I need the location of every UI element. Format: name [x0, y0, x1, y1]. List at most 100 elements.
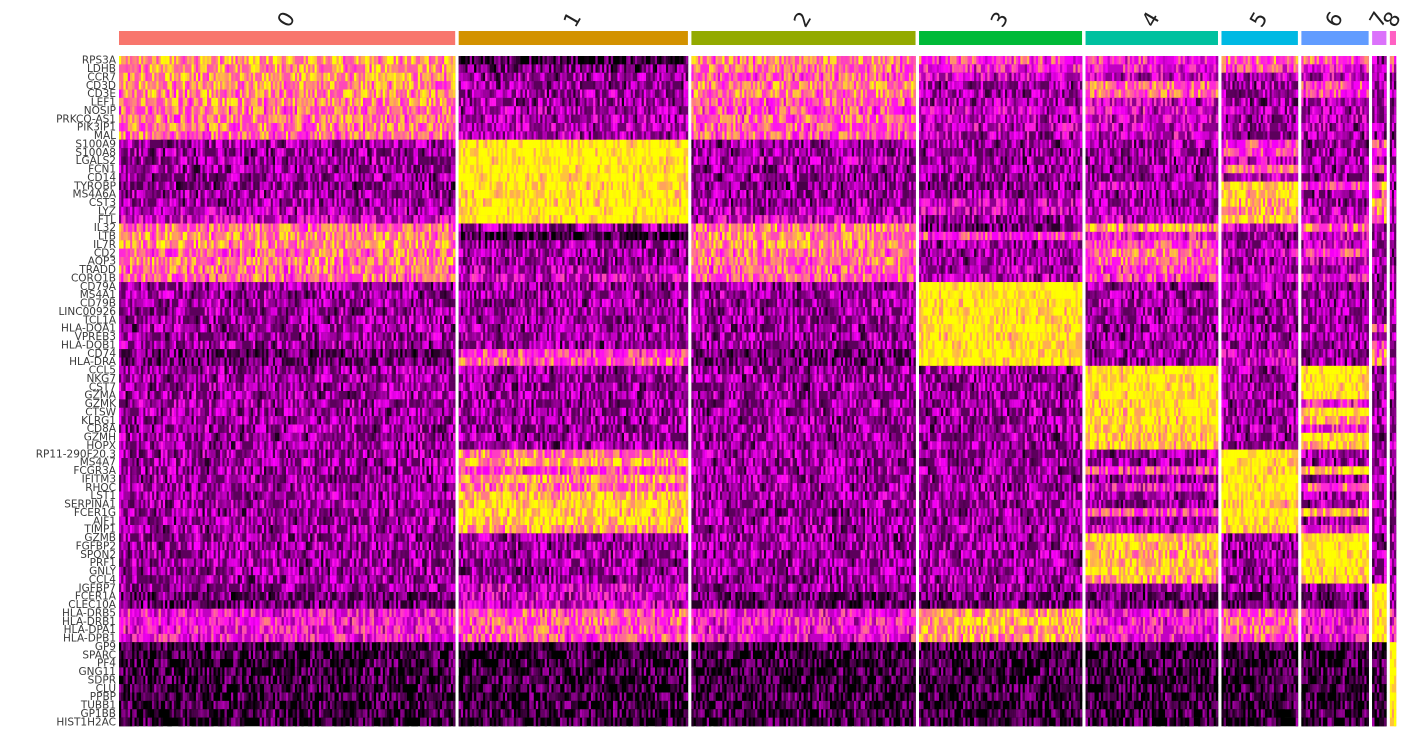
heatmap-cell	[220, 408, 222, 417]
heatmap-cell	[224, 240, 226, 249]
heatmap-cell	[207, 249, 209, 258]
heatmap-cell	[304, 307, 306, 316]
heatmap-cell	[319, 399, 321, 408]
heatmap-cell	[385, 366, 387, 375]
heatmap-cell	[370, 249, 372, 258]
heatmap-cell	[196, 157, 198, 166]
heatmap-cell	[348, 73, 350, 82]
heatmap-cell	[306, 291, 308, 300]
heatmap-cell	[431, 366, 433, 375]
heatmap-cell	[268, 106, 270, 115]
heatmap-cell	[422, 341, 424, 350]
heatmap-cell	[295, 291, 297, 300]
heatmap-cell	[339, 64, 341, 73]
heatmap-cell	[304, 257, 306, 266]
heatmap-cell	[323, 56, 325, 65]
heatmap-cell	[242, 307, 244, 316]
heatmap-cell	[279, 249, 281, 258]
heatmap-cell	[442, 56, 444, 65]
heatmap-cell	[216, 215, 218, 224]
heatmap-cell	[185, 240, 187, 249]
heatmap-cell	[433, 391, 435, 400]
heatmap-cell	[255, 316, 257, 325]
heatmap-cell	[416, 366, 418, 375]
heatmap-cell	[211, 299, 213, 308]
heatmap-cell	[348, 98, 350, 107]
heatmap-cell	[435, 73, 437, 82]
heatmap-cell	[134, 90, 136, 99]
heatmap-cell	[205, 165, 207, 174]
heatmap-cell	[143, 215, 145, 224]
cluster-label-2: 2	[789, 8, 816, 32]
heatmap-cell	[192, 106, 194, 115]
heatmap-cell	[293, 173, 295, 182]
heatmap-cell	[383, 316, 385, 325]
heatmap-cell	[128, 307, 130, 316]
heatmap-cell	[205, 207, 207, 216]
heatmap-cell	[205, 123, 207, 132]
heatmap-cell	[209, 115, 211, 124]
heatmap-cell	[255, 115, 257, 124]
heatmap-cell	[251, 173, 253, 182]
heatmap-cell	[220, 358, 222, 367]
heatmap-cell	[453, 232, 455, 241]
heatmap-cell	[255, 73, 257, 82]
heatmap-cell	[229, 207, 231, 216]
heatmap-cell	[312, 341, 314, 350]
heatmap-cell	[192, 265, 194, 274]
heatmap-cell	[187, 399, 189, 408]
heatmap-cell	[139, 291, 141, 300]
heatmap-cell	[216, 249, 218, 258]
heatmap-cell	[317, 291, 319, 300]
heatmap-cell	[288, 257, 290, 266]
heatmap-cell	[372, 265, 374, 274]
heatmap-cell	[391, 148, 393, 157]
heatmap-cell	[352, 224, 354, 233]
heatmap-cell	[242, 90, 244, 99]
heatmap-cell	[301, 316, 303, 325]
heatmap-cell	[244, 383, 246, 392]
heatmap-cell	[130, 115, 132, 124]
heatmap-cell	[345, 399, 347, 408]
heatmap-cell	[370, 324, 372, 333]
heatmap-cell	[370, 73, 372, 82]
heatmap-cell	[438, 182, 440, 191]
heatmap-cell	[253, 148, 255, 157]
heatmap-cell	[363, 291, 365, 300]
heatmap-cell	[139, 408, 141, 417]
heatmap-cell	[363, 349, 365, 358]
heatmap-cell	[427, 240, 429, 249]
heatmap-cell	[279, 307, 281, 316]
heatmap-cell	[163, 299, 165, 308]
heatmap-cell	[141, 165, 143, 174]
heatmap-cell	[154, 56, 156, 65]
heatmap-cell	[165, 282, 167, 291]
heatmap-cell	[429, 123, 431, 132]
heatmap-cell	[240, 90, 242, 99]
heatmap-cell	[251, 64, 253, 73]
heatmap-cell	[301, 173, 303, 182]
heatmap-cell	[220, 383, 222, 392]
heatmap-cell	[402, 198, 404, 207]
heatmap-cell	[246, 408, 248, 417]
heatmap-cell	[306, 324, 308, 333]
heatmap-cell	[145, 399, 147, 408]
heatmap-cell	[170, 391, 172, 400]
heatmap-cell	[319, 182, 321, 191]
heatmap-cell	[444, 56, 446, 65]
heatmap-cell	[453, 73, 455, 82]
heatmap-cell	[148, 383, 150, 392]
heatmap-cell	[159, 106, 161, 115]
heatmap-cell	[427, 207, 429, 216]
heatmap-cell	[409, 240, 411, 249]
heatmap-cell	[181, 399, 183, 408]
heatmap-cell	[174, 115, 176, 124]
heatmap-cell	[416, 324, 418, 333]
heatmap-cell	[345, 299, 347, 308]
heatmap-cell	[257, 332, 259, 341]
heatmap-cell	[279, 106, 281, 115]
heatmap-cell	[249, 299, 251, 308]
heatmap-cell	[161, 332, 163, 341]
heatmap-cell	[394, 274, 396, 283]
heatmap-cell	[385, 391, 387, 400]
